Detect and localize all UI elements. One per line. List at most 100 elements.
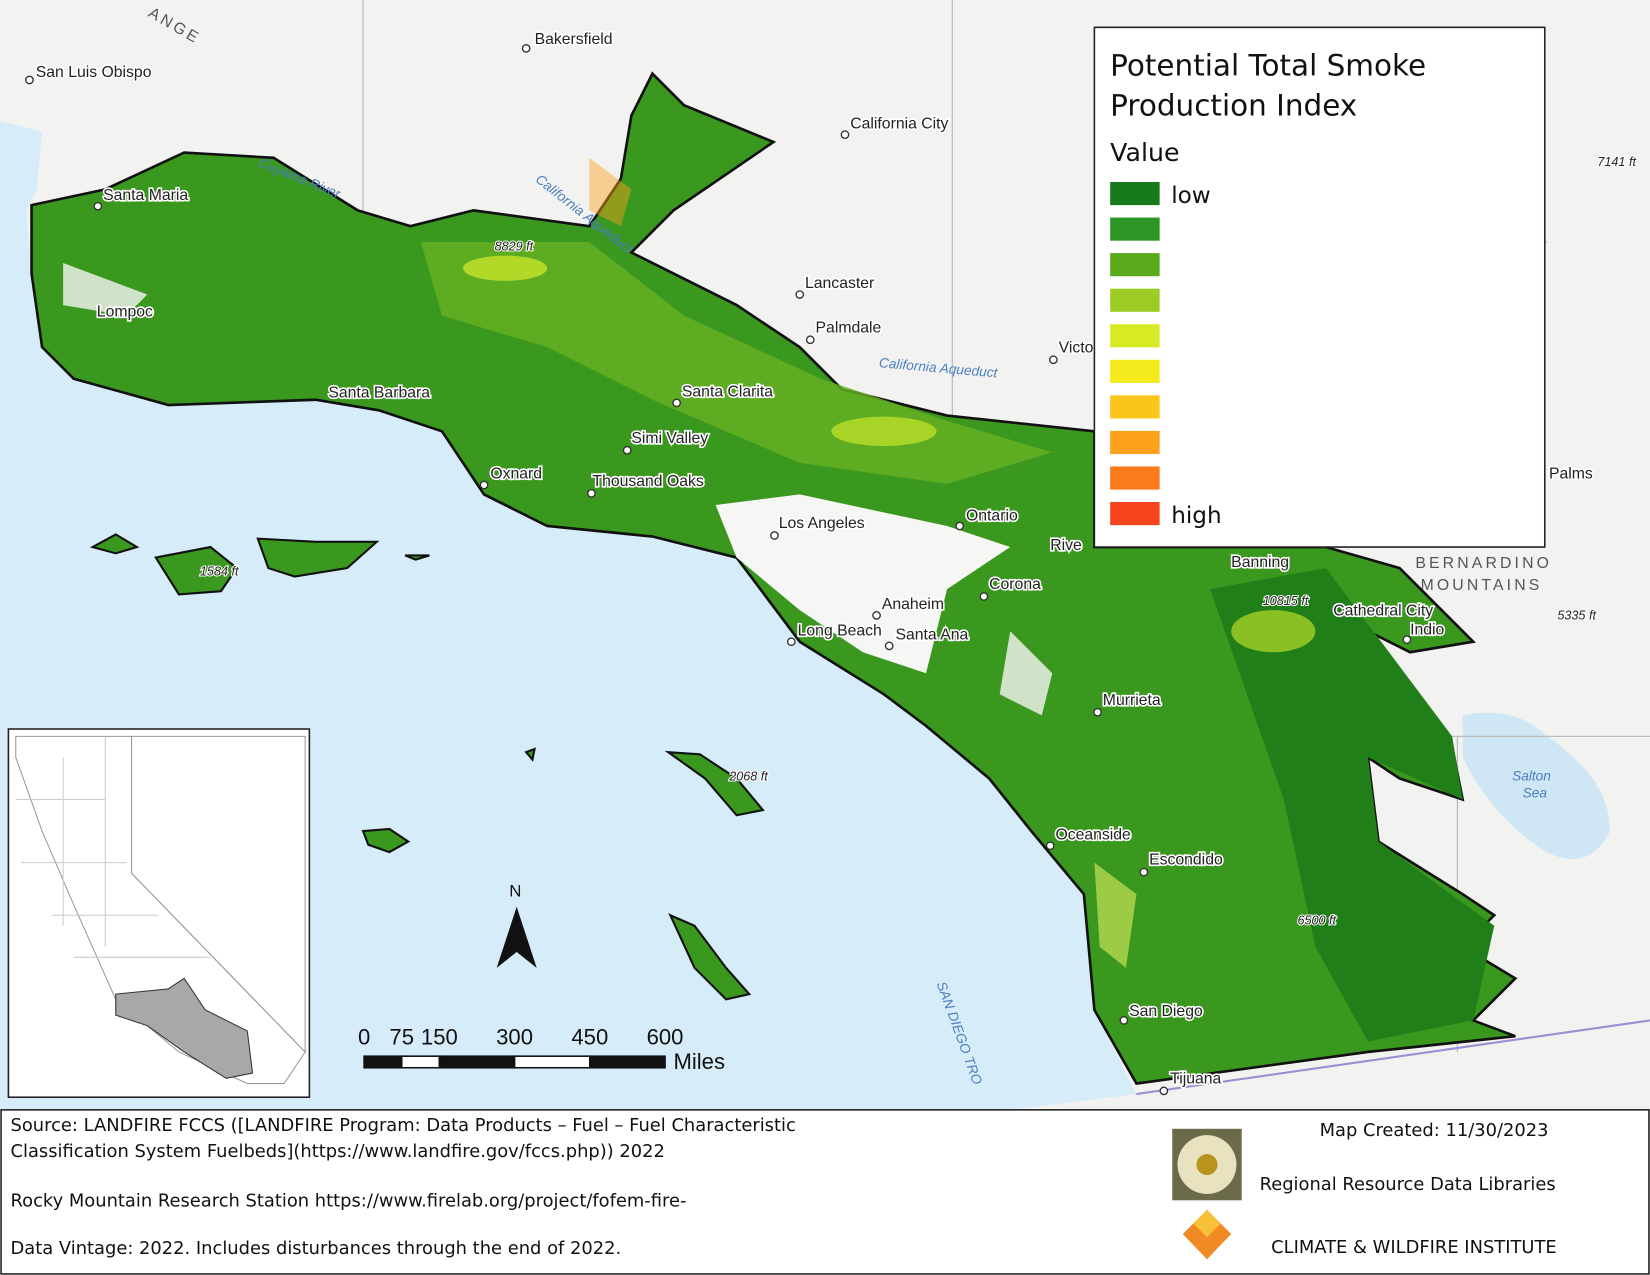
place-label: Indio bbox=[1410, 621, 1444, 638]
place-label: Thousand Oaks bbox=[592, 473, 703, 490]
place-dot bbox=[805, 335, 815, 345]
place-label: Banning bbox=[1231, 554, 1289, 571]
salton-sea bbox=[1462, 712, 1611, 860]
scale-segment bbox=[589, 1055, 666, 1069]
place-label: Ontario bbox=[966, 508, 1018, 525]
place-label: Lancaster bbox=[805, 275, 874, 292]
place-label: Los Angeles bbox=[779, 515, 865, 532]
place-label: California City bbox=[850, 115, 948, 132]
place-label: Cathedral City bbox=[1333, 602, 1433, 619]
place-label: San Diego bbox=[1129, 1003, 1203, 1020]
place-label: Anaheim bbox=[882, 596, 944, 613]
inset bbox=[7, 728, 311, 1099]
legend-swatch bbox=[1110, 395, 1160, 419]
elevation-label: 10815 ft bbox=[1263, 594, 1309, 608]
region-label: BERNARDINO bbox=[1415, 555, 1552, 572]
scale-segment bbox=[513, 1055, 591, 1069]
place-dot bbox=[1045, 841, 1055, 851]
place-dot bbox=[1119, 1016, 1129, 1025]
place-dot bbox=[479, 480, 489, 490]
scale-unit: Miles bbox=[673, 1049, 725, 1074]
place-label: Escondido bbox=[1149, 852, 1223, 869]
place-label: Oceanside bbox=[1055, 826, 1131, 843]
place-dot bbox=[1139, 867, 1149, 877]
place-dot bbox=[25, 75, 34, 85]
legend-swatch bbox=[1110, 288, 1160, 312]
legend-box: Potential Total Smoke Production Index Val… bbox=[1093, 26, 1546, 548]
water-label: Sea bbox=[1523, 785, 1548, 800]
scale-tick-label: 450 bbox=[571, 1025, 608, 1050]
north-arrow bbox=[496, 906, 537, 968]
place-dot bbox=[955, 521, 965, 531]
scale-tick-label: 75 bbox=[389, 1025, 414, 1050]
fuel-patches bbox=[63, 157, 1495, 1042]
islands bbox=[89, 533, 765, 1001]
data-vintage: Data Vintage: 2022. Includes disturbance… bbox=[11, 1238, 622, 1259]
place-label: Santa Clarita bbox=[682, 384, 773, 401]
scale-tick-label: 300 bbox=[496, 1025, 533, 1050]
source-line: Classification System Fuelbeds](https://… bbox=[11, 1141, 665, 1162]
place-label: Simi Valley bbox=[631, 430, 708, 447]
place-label: Santa Ana bbox=[896, 627, 969, 644]
elevation-label: 1584 ft bbox=[200, 564, 239, 578]
scale-segment bbox=[400, 1055, 441, 1069]
place-dot bbox=[786, 637, 796, 647]
border bbox=[1136, 1019, 1650, 1096]
place-label: Santa Maria bbox=[103, 187, 188, 204]
elevation-label: 6500 ft bbox=[1297, 914, 1336, 928]
legend-panel bbox=[1093, 26, 1546, 548]
scale-tick-label: 600 bbox=[647, 1025, 684, 1050]
place-label: Long Beach bbox=[798, 622, 882, 639]
place-label: Bakersfield bbox=[535, 31, 613, 48]
place-dot bbox=[1402, 635, 1412, 644]
scale-segment bbox=[363, 1055, 403, 1069]
legend-swatch bbox=[1110, 430, 1160, 455]
legend-label: low bbox=[1171, 183, 1211, 209]
legend-swatch bbox=[1110, 217, 1160, 241]
scale-tick-label: 0 bbox=[358, 1025, 370, 1050]
cwi-logo-top bbox=[1193, 1209, 1221, 1238]
north-label: N bbox=[509, 881, 521, 900]
org-name: CLIMATE & WILDFIRE INSTITUTE bbox=[1271, 1237, 1557, 1258]
logos bbox=[1172, 1128, 1242, 1260]
place-dot bbox=[1159, 1086, 1169, 1096]
place-label: Lompoc bbox=[97, 304, 153, 321]
place-label: Tijuana bbox=[1170, 1071, 1221, 1088]
legend-title: Potential Total Smoke bbox=[1110, 49, 1426, 83]
legend-swatch bbox=[1110, 359, 1160, 383]
place-label: Victo bbox=[1059, 339, 1094, 356]
place-dot bbox=[872, 611, 881, 620]
legend-swatch bbox=[1110, 466, 1160, 490]
place-label: Santa Barbara bbox=[328, 385, 430, 402]
place-label: Corona bbox=[989, 576, 1041, 593]
place-label: Rive bbox=[1050, 537, 1082, 554]
place-dot bbox=[884, 641, 894, 651]
place-dot bbox=[587, 489, 596, 498]
place-label: Palmdale bbox=[816, 319, 882, 336]
place-dot bbox=[840, 130, 850, 140]
place-label: Palms bbox=[1549, 466, 1593, 483]
rrdl-logo-core bbox=[1196, 1154, 1218, 1176]
footer-panel bbox=[0, 1109, 1650, 1275]
place-dot bbox=[672, 398, 681, 408]
place-dot bbox=[521, 44, 531, 53]
elevation-label: 2068 ft bbox=[728, 770, 768, 784]
place-dot bbox=[93, 201, 103, 211]
place-label: San Luis Obispo bbox=[36, 64, 152, 81]
legend-label: high bbox=[1171, 503, 1221, 529]
legend-title: Production Index bbox=[1110, 89, 1357, 123]
legend-swatch bbox=[1110, 253, 1160, 277]
place-dot bbox=[1048, 355, 1058, 365]
map-created: Map Created: 11/30/2023 bbox=[1320, 1120, 1549, 1141]
place-dot bbox=[979, 592, 989, 601]
scale-segment bbox=[438, 1055, 516, 1069]
place-dot bbox=[770, 531, 779, 540]
region-label: MOUNTAINS bbox=[1421, 577, 1543, 594]
legend-swatch bbox=[1110, 324, 1160, 348]
elevation-label: 8829 ft bbox=[495, 239, 534, 253]
elevation-label: 7141 ft bbox=[1597, 155, 1636, 169]
legend-swatch bbox=[1110, 502, 1160, 526]
org-name: Regional Resource Data Libraries bbox=[1260, 1174, 1556, 1195]
place-dot bbox=[1093, 707, 1102, 717]
